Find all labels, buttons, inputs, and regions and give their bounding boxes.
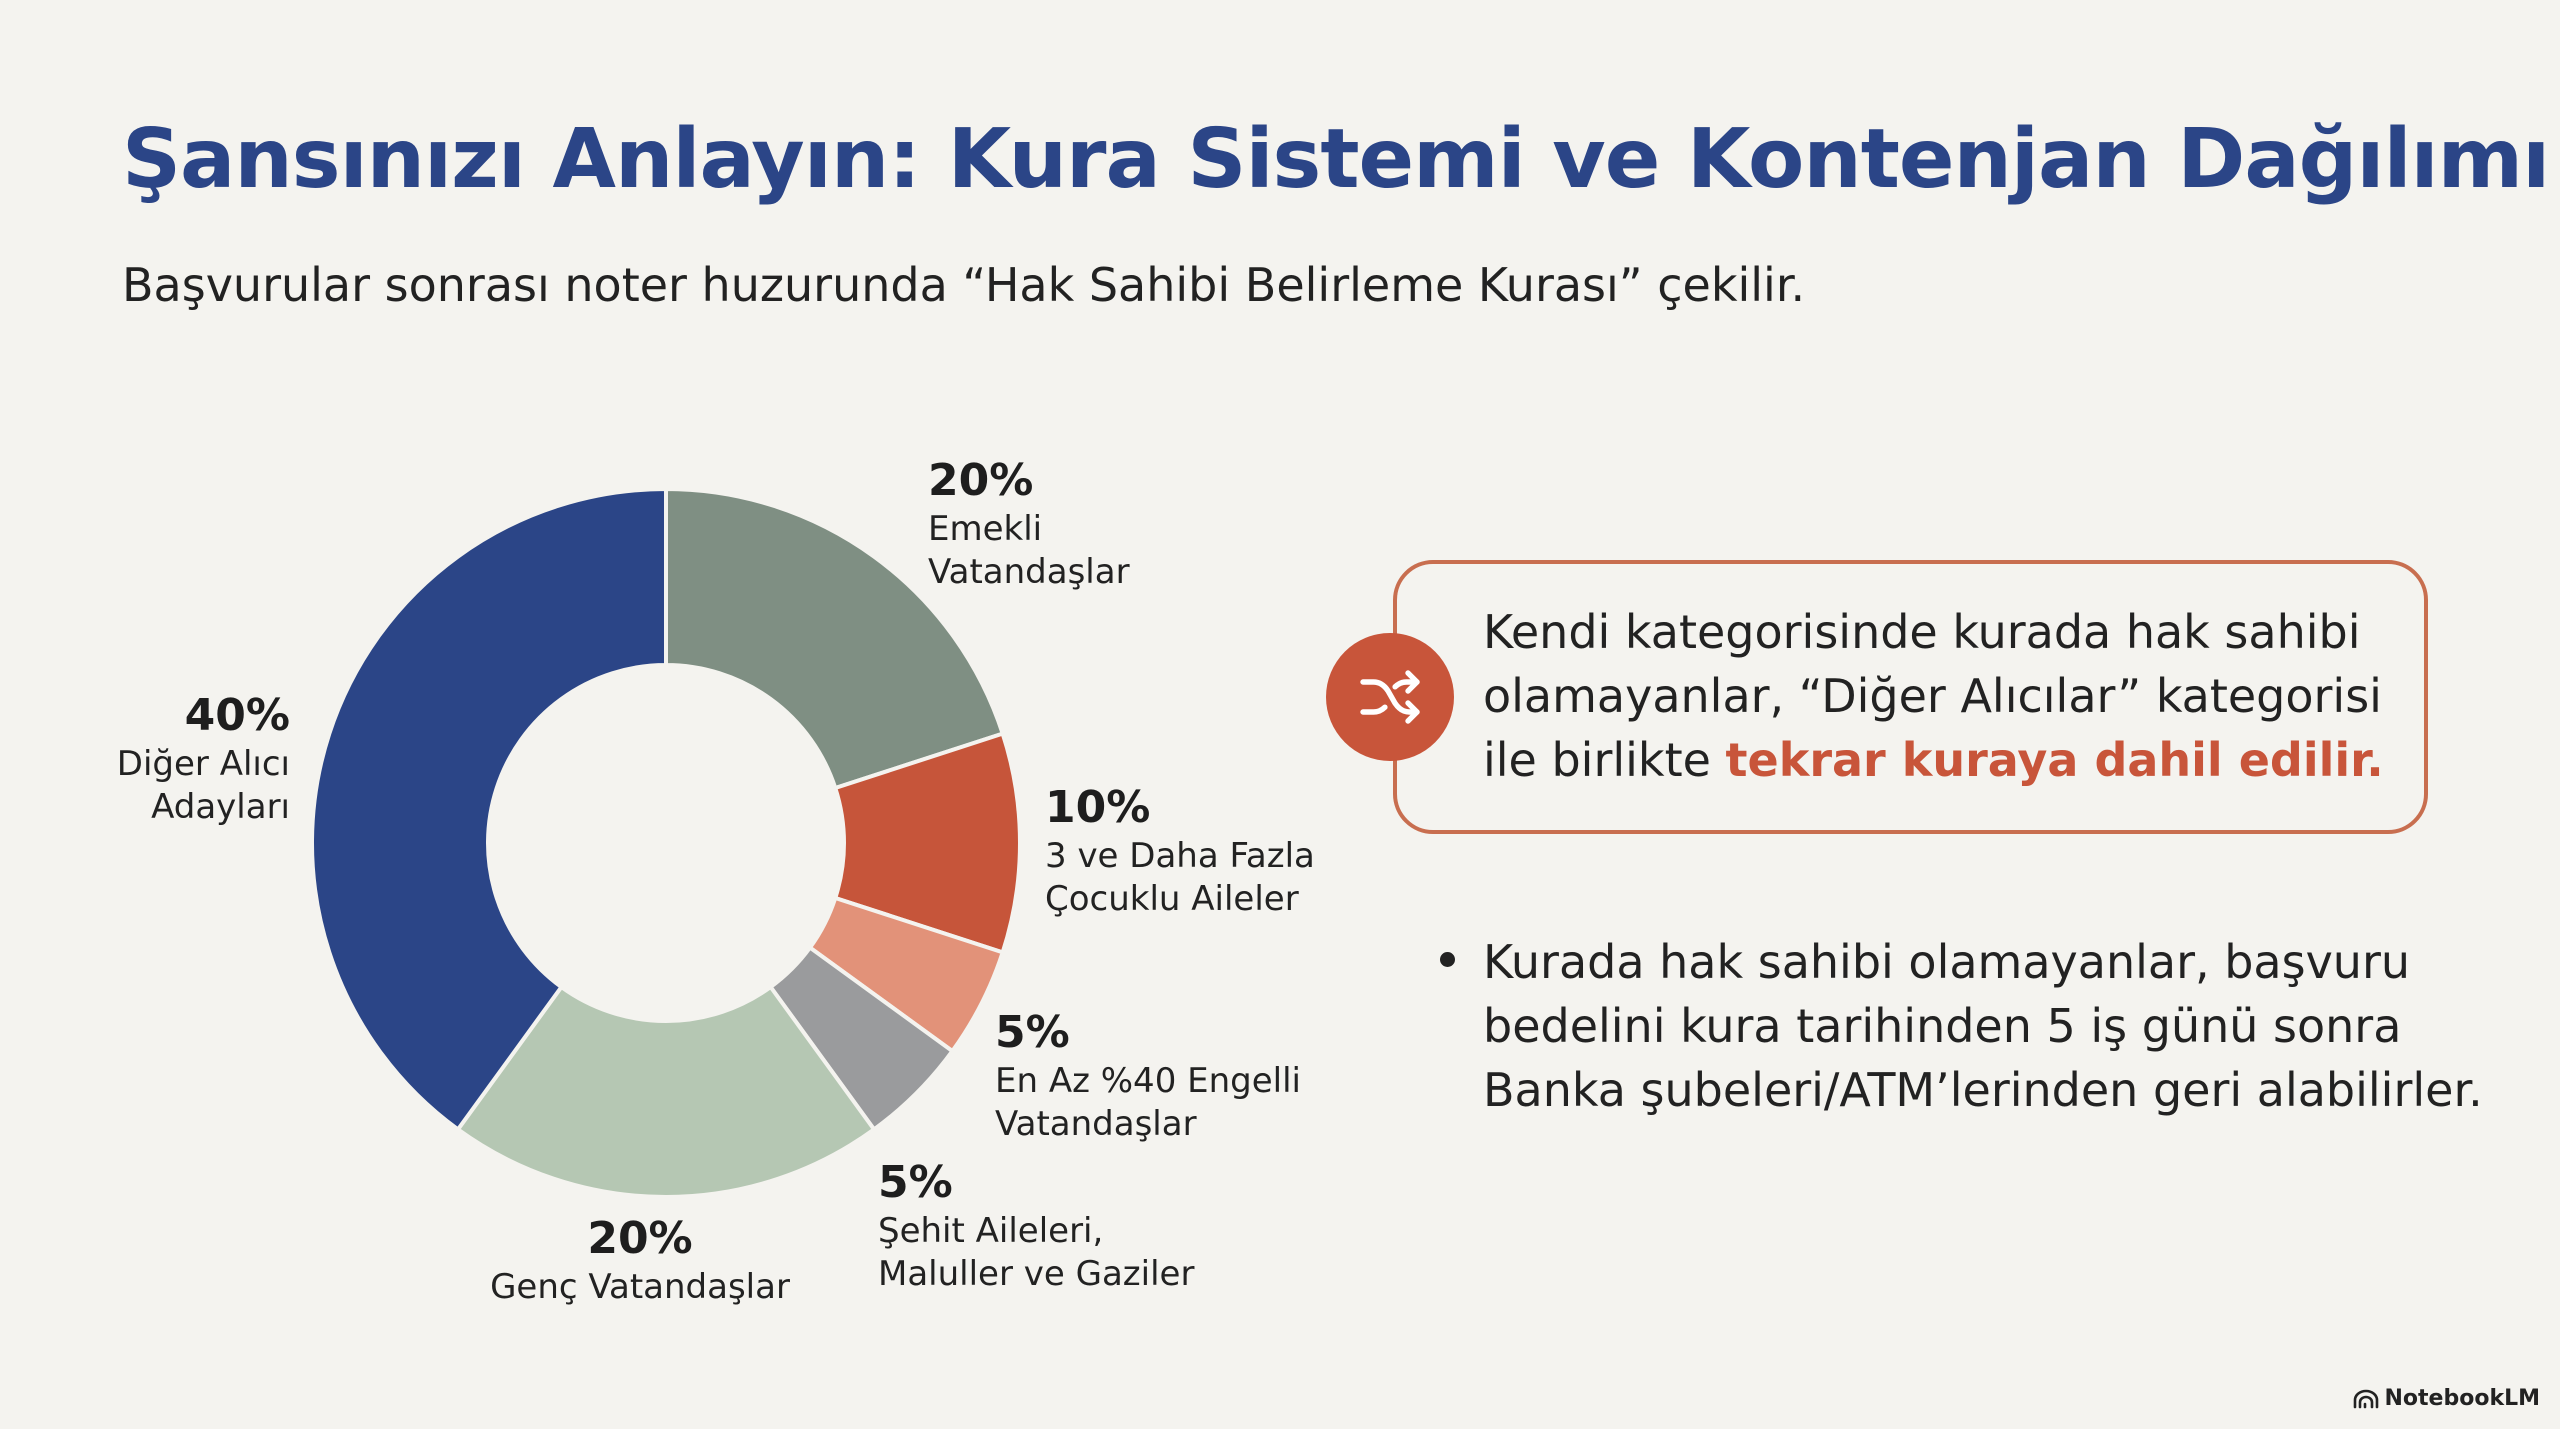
slice-category-label: Diğer Alıcı: [117, 744, 290, 784]
notebooklm-logo-icon: [2353, 1389, 2378, 1408]
refund-note: Kurada hak sahibi olamayanlar, başvuru b…: [1483, 935, 2483, 1117]
slice-category-label: Vatandaşlar: [995, 1104, 1197, 1144]
shuffle-icon: [1326, 633, 1454, 761]
bullet-dot: [1440, 952, 1455, 967]
page-subtitle: Başvurular sonrası noter huzurunda “Hak …: [122, 258, 1806, 312]
callout-highlight: tekrar kuraya dahil edilir.: [1725, 733, 2384, 787]
brand-name: NotebookLM: [2384, 1386, 2540, 1411]
callout-text: Kendi kategorisinde kurada hak sahibi ol…: [1483, 600, 2413, 792]
slice-category-label: Çocuklu Aileler: [1045, 879, 1299, 919]
slice-value-label: 10%: [1045, 782, 1150, 833]
donut-slice: [310, 486, 668, 1133]
donut-slice: [455, 984, 877, 1199]
slice-category-label: 3 ve Daha Fazla: [1045, 836, 1315, 876]
slice-value-label: 5%: [995, 1007, 1070, 1058]
slice-category-label: En Az %40 Engelli: [995, 1061, 1301, 1101]
slice-value-label: 40%: [185, 690, 290, 741]
slice-category-label: Genç Vatandaşlar: [490, 1267, 790, 1307]
callout-text-main: Kendi kategorisinde kurada hak sahibi ol…: [1483, 605, 2382, 787]
slice-category-label: Maluller ve Gaziler: [878, 1254, 1194, 1294]
slice-value-label: 20%: [587, 1213, 692, 1264]
brand: NotebookLM: [2353, 1386, 2540, 1411]
slice-value-label: 20%: [928, 455, 1033, 506]
slice-category-label: Şehit Aileleri,: [878, 1211, 1103, 1251]
slice-category-label: Vatandaşlar: [928, 552, 1130, 592]
page-title: Şansınızı Anlayın: Kura Sistemi ve Konte…: [122, 112, 2550, 207]
donut-slice: [664, 486, 1006, 791]
slice-category-label: Adayları: [151, 787, 290, 827]
slice-value-label: 5%: [878, 1157, 953, 1208]
slice-category-label: Emekli: [928, 509, 1042, 549]
